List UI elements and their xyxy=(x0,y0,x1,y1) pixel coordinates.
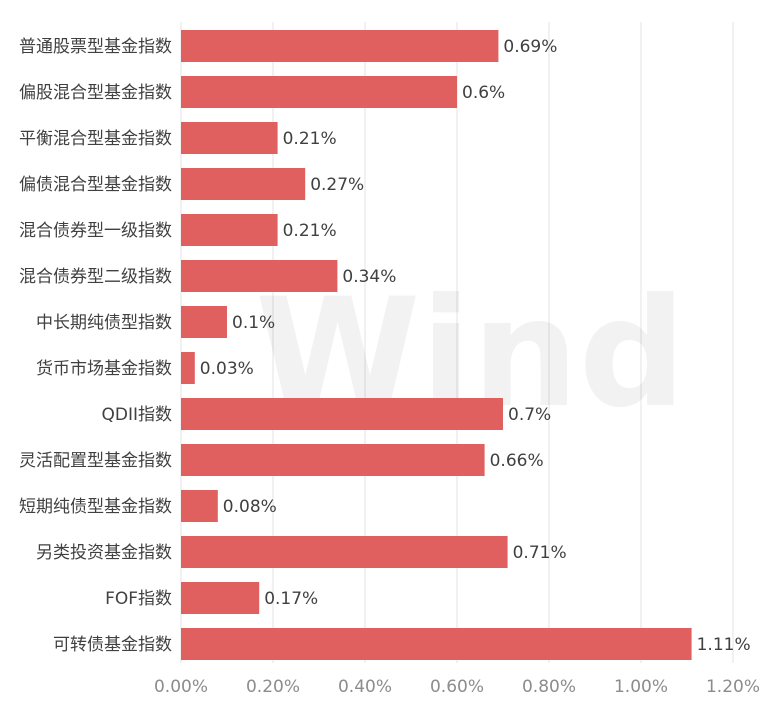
x-tick-label: 0.20% xyxy=(246,677,300,697)
category-label: 普通股票型基金指数 xyxy=(19,37,172,57)
bar xyxy=(181,76,457,108)
bar xyxy=(181,536,508,568)
bar xyxy=(181,214,278,246)
value-label: 0.08% xyxy=(223,497,277,517)
bars xyxy=(181,30,692,660)
bar xyxy=(181,628,692,660)
bar xyxy=(181,352,195,384)
x-tick-label: 1.00% xyxy=(614,677,668,697)
labels: 0.00% 0.20% 0.40% 0.60% 0.80% 1.00% 1.20% 普通股票型… xyxy=(19,37,760,697)
x-tick-label: 0.80% xyxy=(522,677,576,697)
category-label: 货币市场基金指数 xyxy=(36,359,172,379)
bar xyxy=(181,582,260,614)
bar xyxy=(181,168,306,200)
x-tick-label: 0.60% xyxy=(430,677,484,697)
category-label: 短期纯债型基金指数 xyxy=(19,497,172,517)
x-tick-label: 1.20% xyxy=(706,677,760,697)
bar xyxy=(181,306,227,338)
bar xyxy=(181,122,278,154)
value-label: 0.66% xyxy=(490,451,544,471)
value-label: 0.03% xyxy=(200,359,254,379)
value-label: 0.27% xyxy=(310,175,364,195)
bar xyxy=(181,490,218,522)
category-label: 混合债券型一级指数 xyxy=(19,221,172,241)
category-label: 平衡混合型基金指数 xyxy=(19,129,172,149)
bar xyxy=(181,444,485,476)
category-label: 偏债混合型基金指数 xyxy=(19,175,172,195)
category-label: 中长期纯债型指数 xyxy=(36,313,172,333)
category-label: 灵活配置型基金指数 xyxy=(19,451,172,471)
category-label: FOF指数 xyxy=(105,589,172,609)
value-label: 0.21% xyxy=(283,221,337,241)
value-label: 0.7% xyxy=(508,405,551,425)
bar xyxy=(181,30,499,62)
value-label: 0.21% xyxy=(283,129,337,149)
bar xyxy=(181,398,503,430)
bar xyxy=(181,260,338,292)
x-tick-label: 0.00% xyxy=(154,677,208,697)
category-label: 偏股混合型基金指数 xyxy=(19,83,172,103)
category-label: 混合债券型二级指数 xyxy=(19,267,172,287)
category-label: 另类投资基金指数 xyxy=(36,543,172,563)
value-label: 0.34% xyxy=(342,267,396,287)
x-tick-label: 0.40% xyxy=(338,677,392,697)
value-label: 0.69% xyxy=(503,37,557,57)
value-label: 0.1% xyxy=(232,313,275,333)
value-label: 1.11% xyxy=(697,635,751,655)
value-label: 0.71% xyxy=(513,543,567,563)
category-label: QDII指数 xyxy=(102,405,173,425)
value-label: 0.6% xyxy=(462,83,505,103)
value-label: 0.17% xyxy=(264,589,318,609)
category-label: 可转债基金指数 xyxy=(53,635,172,655)
